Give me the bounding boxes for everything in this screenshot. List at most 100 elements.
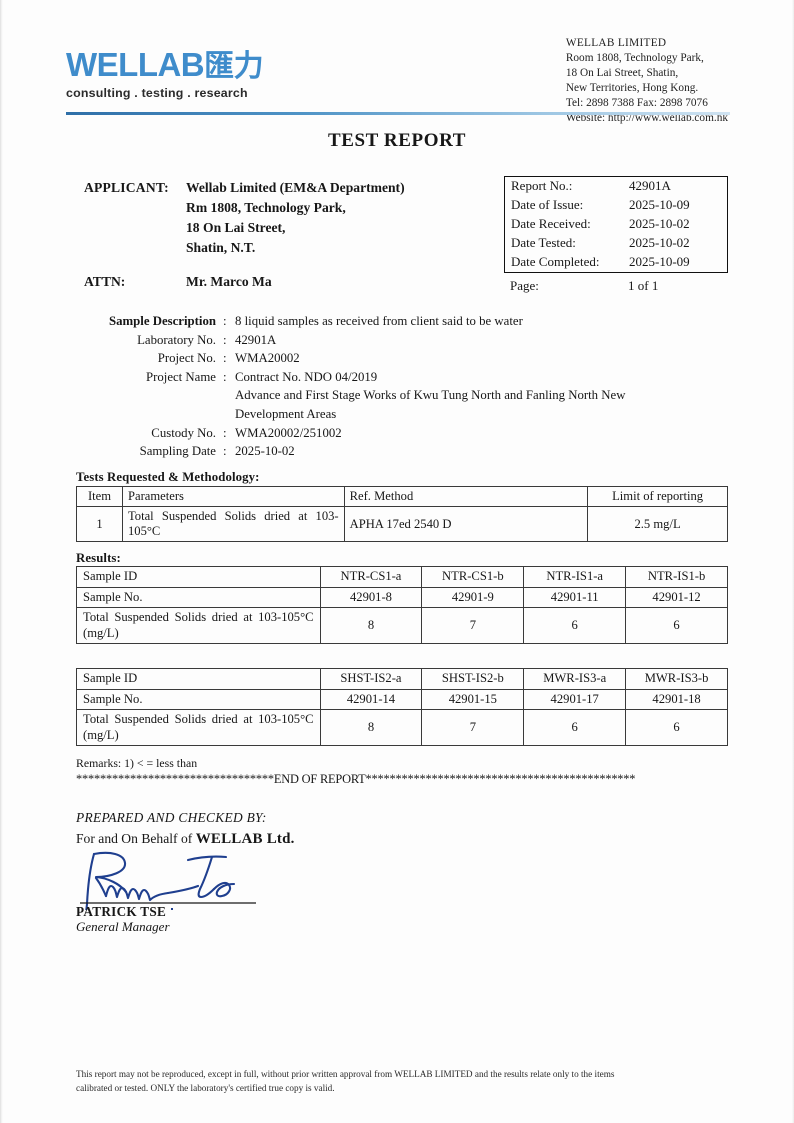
- spacer: [88, 405, 223, 424]
- attn-value: Mr. Marco Ma: [186, 274, 272, 289]
- signatory-job-title: General Manager: [76, 919, 170, 934]
- project-no-label: Project No.: [157, 351, 216, 366]
- header-item: Item: [76, 486, 123, 507]
- report-info-row: Date Received: 2025-10-02: [505, 215, 727, 234]
- project-no-row: Project No. : WMA20002: [88, 349, 728, 368]
- project-name-value: Contract No. NDO 04/2019: [235, 369, 378, 384]
- address-line: 18 On Lai Street, Shatin,: [565, 67, 679, 80]
- result-value-4: 6: [625, 607, 728, 645]
- custody-no-label: Custody No.: [151, 425, 216, 440]
- report-no-value: 42901A: [629, 178, 671, 193]
- applicant-row: 18 On Lai Street,: [84, 218, 405, 238]
- row-label-sample-id: Sample ID: [76, 668, 321, 690]
- cell-limit: 2.5 mg/L: [587, 506, 728, 542]
- date-completed-value: 2025-10-09: [629, 253, 690, 269]
- company-name: WELLAB LIMITED: [565, 37, 667, 49]
- result-value-2: 7: [421, 607, 525, 645]
- row-label-tss: Total Suspended Solids dried at 103-105°…: [76, 709, 321, 747]
- applicant-address-line: Rm 1808, Technology Park,: [186, 199, 346, 215]
- spacer: [223, 405, 235, 424]
- sample-no-3: 42901-11: [523, 586, 627, 609]
- sample-id-2: NTR-CS1-b: [421, 566, 525, 588]
- sample-no-2: 42901-9: [421, 586, 525, 609]
- result-value-3: 6: [523, 607, 627, 645]
- project-no-value: WMA20002: [235, 351, 300, 366]
- spacer: [88, 386, 223, 405]
- sampling-date-label: Sampling Date: [139, 444, 216, 459]
- sampling-date-value: 2025-10-02: [235, 444, 295, 459]
- sample-description-row: Sample Description : 8 liquid samples as…: [88, 312, 728, 331]
- sample-id-3: MWR-IS3-a: [523, 668, 627, 690]
- logo-tagline: consulting . testing . research: [66, 85, 248, 100]
- date-of-issue-label: Date of Issue:: [511, 196, 584, 212]
- colon: :: [223, 425, 227, 440]
- colon: :: [223, 351, 227, 366]
- sample-id-row: Sample ID NTR-CS1-a NTR-CS1-b NTR-IS1-a …: [76, 566, 728, 588]
- signature-image: [76, 848, 336, 945]
- footer-line-1: This report may not be reproduced, excep…: [76, 1069, 615, 1079]
- address-line: Room 1808, Technology Park,: [565, 52, 704, 65]
- sample-id-2: SHST-IS2-b: [421, 668, 525, 690]
- sample-id-4: MWR-IS3-b: [625, 668, 728, 690]
- prepared-and-checked-by-label: PREPARED AND CHECKED BY:: [76, 810, 267, 825]
- logo-text: WELLAB: [66, 46, 205, 83]
- website-line: Website: http://www.wellab.com.hk: [565, 112, 728, 125]
- report-info-row: Report No.: 42901A: [505, 177, 727, 196]
- report-info-row: Date Completed: 2025-10-09: [505, 253, 727, 272]
- on-behalf-line: For and On Behalf of WELLAB Ltd.: [76, 831, 295, 848]
- applicant-row: Rm 1808, Technology Park,: [84, 198, 405, 218]
- methodology-table: Item Parameters Ref. Method Limit of rep…: [76, 486, 728, 542]
- result-value-row: Total Suspended Solids dried at 103-105°…: [76, 709, 728, 747]
- result-value-4: 6: [625, 709, 728, 747]
- sample-id-4: NTR-IS1-b: [625, 566, 728, 588]
- custody-no-row: Custody No. : WMA20002/251002: [88, 424, 728, 443]
- header-limit-of-reporting: Limit of reporting: [587, 486, 728, 507]
- scan-edge-left: [0, 0, 3, 1123]
- spacer: [223, 386, 235, 405]
- applicant-row: APPLICANT: Wellab Limited (EM&A Departme…: [84, 178, 405, 198]
- sample-id-1: NTR-CS1-a: [319, 566, 423, 588]
- applicant-address-line: Shatin, N.T.: [186, 239, 256, 255]
- applicant-name: Wellab Limited (EM&A Department): [186, 180, 405, 195]
- applicant-address-line: 18 On Lai Street,: [186, 219, 286, 235]
- laboratory-no-row: Laboratory No. : 42901A: [88, 331, 728, 350]
- colon: :: [223, 332, 227, 347]
- sample-id-row: Sample ID SHST-IS2-a SHST-IS2-b MWR-IS3-…: [76, 668, 728, 690]
- project-name-value-line3: Development Areas: [235, 407, 337, 422]
- contact-phone-fax: Tel: 2898 7388 Fax: 2898 7076: [565, 97, 708, 110]
- sample-description-label: Sample Description: [109, 314, 216, 328]
- report-no-label: Report No.:: [511, 178, 573, 193]
- results-caption: Results:: [76, 551, 121, 565]
- laboratory-no-value: 42901A: [235, 332, 277, 347]
- page-value: 1 of 1: [628, 278, 659, 293]
- header-ref-method: Ref. Method: [343, 486, 589, 507]
- table-row: 1 Total Suspended Solids dried at 103-10…: [76, 506, 728, 542]
- applicant-label: APPLICANT:: [84, 180, 169, 195]
- sample-no-4: 42901-18: [625, 688, 728, 711]
- date-received-value: 2025-10-02: [629, 215, 690, 231]
- page-header: WELLAB匯力 consulting . testing . research…: [66, 36, 728, 124]
- on-behalf-company: WELLAB Ltd.: [195, 831, 295, 847]
- header-parameters: Parameters: [121, 486, 345, 507]
- colon: :: [223, 314, 227, 328]
- sample-no-4: 42901-12: [625, 586, 728, 609]
- handwritten-signature-svg: [80, 851, 256, 945]
- attn-block: ATTN: Mr. Marco Ma: [84, 274, 272, 290]
- date-received-label: Date Received:: [511, 215, 591, 231]
- row-label-tss: Total Suspended Solids dried at 103-105°…: [76, 607, 321, 645]
- methodology-caption: Tests Requested & Methodology:: [76, 470, 260, 484]
- remarks-line: Remarks: 1) < = less than: [76, 756, 198, 770]
- applicant-label-spacer: [84, 198, 186, 218]
- row-label-sample-no: Sample No.: [76, 586, 321, 609]
- cell-ref-method: APHA 17ed 2540 D: [343, 506, 589, 542]
- applicant-label-spacer: [84, 218, 186, 238]
- project-name-continuation-row: Development Areas: [88, 405, 728, 424]
- sample-no-3: 42901-17: [523, 688, 627, 711]
- table-header-row: Item Parameters Ref. Method Limit of rep…: [76, 486, 728, 507]
- laboratory-no-label: Laboratory No.: [137, 332, 216, 347]
- project-name-label: Project Name: [145, 369, 216, 384]
- page-label: Page:: [510, 278, 539, 293]
- scan-edge-right: [792, 0, 794, 1123]
- date-completed-label: Date Completed:: [511, 253, 600, 269]
